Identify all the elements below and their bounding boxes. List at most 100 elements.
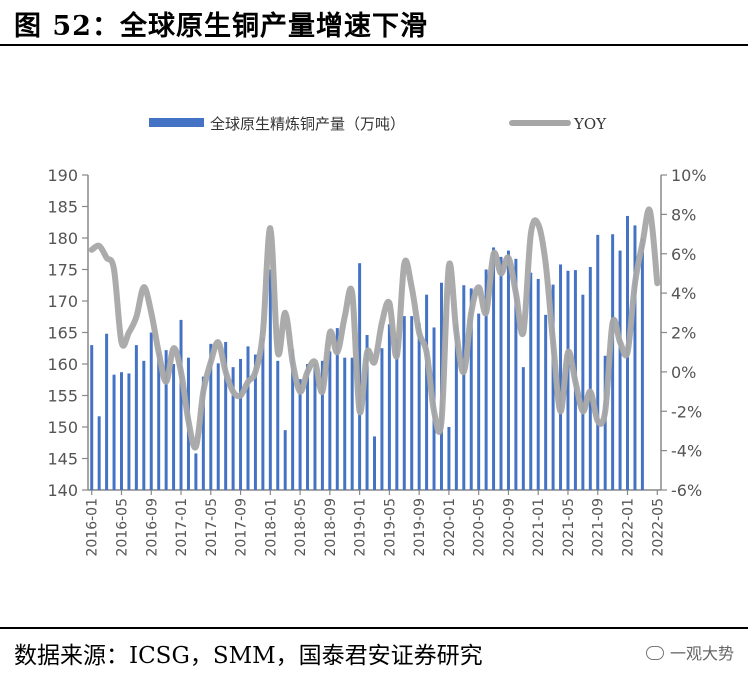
bar [283, 430, 287, 490]
bar [529, 272, 533, 490]
bar [246, 346, 250, 490]
bar [521, 367, 525, 490]
x-tick-label: 2022-05 [650, 498, 666, 557]
bar [90, 345, 94, 490]
x-tick-label: 2022-01 [621, 498, 637, 557]
bar [484, 269, 488, 490]
x-tick-label: 2021-05 [561, 498, 577, 557]
y-right-tick-label: -4% [671, 442, 702, 461]
bar [506, 250, 510, 490]
bar [387, 324, 391, 490]
bar [425, 294, 429, 490]
bar [328, 351, 332, 490]
bar [551, 284, 555, 490]
bar [306, 364, 310, 490]
bar [581, 294, 585, 490]
bar [164, 350, 168, 490]
y-left-tick-label: 180 [47, 229, 78, 248]
bar [179, 319, 183, 490]
watermark-text: 一观大势 [669, 644, 734, 663]
bar [291, 349, 295, 490]
bar [261, 337, 265, 490]
bar [395, 338, 399, 490]
bar [209, 343, 213, 490]
y-left-tick-label: 175 [47, 261, 78, 280]
bar [239, 358, 243, 490]
x-tick-label: 2016-01 [85, 498, 101, 557]
y-left-tick-label: 150 [47, 418, 78, 437]
bar [142, 360, 146, 490]
x-tick-label: 2020-09 [501, 498, 517, 557]
bar [566, 270, 570, 490]
wechat-icon [645, 646, 664, 660]
bar [640, 238, 644, 490]
figure-title: 图 52：全球原生铜产量增速下滑 [14, 11, 428, 42]
x-tick-label: 2017-09 [234, 498, 250, 557]
bar [149, 332, 153, 490]
line-series [88, 206, 661, 451]
bar [477, 313, 481, 490]
bar [454, 324, 458, 490]
y-left-tick-label: 165 [47, 324, 78, 343]
bar [157, 352, 161, 490]
bar [365, 335, 369, 490]
y-left-tick-label: 145 [47, 450, 78, 469]
y-right-tick-label: 6% [671, 245, 696, 264]
x-tick-label: 2016-09 [144, 498, 160, 557]
y-left-tick-label: 185 [47, 198, 78, 217]
source-note: 数据来源：ICSG，SMM，国泰君安证券研究 [14, 643, 483, 669]
x-tick-label: 2020-01 [442, 498, 458, 557]
bottom-rule [0, 627, 748, 629]
y-left-tick-label: 190 [47, 166, 78, 185]
bar [380, 348, 384, 490]
legend-line-label: YOY [573, 115, 607, 133]
bar [544, 314, 548, 490]
bar [105, 333, 109, 490]
yoy-line [88, 206, 661, 451]
bar [313, 364, 317, 490]
bar [492, 247, 496, 490]
x-tick-label: 2019-09 [412, 498, 428, 557]
x-tick-label: 2017-05 [204, 498, 220, 557]
y-left-tick-label: 160 [47, 355, 78, 374]
top-rule [0, 44, 748, 46]
x-tick-label: 2021-09 [591, 498, 607, 557]
bar [588, 266, 592, 490]
bar [320, 360, 324, 490]
bar [343, 357, 347, 490]
bar [172, 364, 176, 490]
bar [410, 316, 414, 490]
bar [402, 316, 406, 490]
bar [112, 374, 116, 490]
legend-bar-swatch [149, 118, 204, 127]
x-tick-labels: 2016-01 2016-05 2016-09 2017-01 2017-05 2017-… [85, 498, 667, 557]
bar-series [90, 215, 644, 490]
y-left-tick-label: 155 [47, 387, 78, 406]
y-left-tick-label: 140 [47, 481, 78, 500]
bar [134, 345, 138, 490]
bar [335, 328, 339, 490]
legend-bar-label: 全球原生精炼铜产量（万吨） [210, 115, 405, 133]
y-right-tick-label: 10% [671, 166, 707, 185]
chart-legend: 全球原生精炼铜产量（万吨） YOY [149, 115, 607, 133]
x-tick-label: 2019-05 [382, 498, 398, 557]
bar [97, 416, 101, 490]
bar [201, 376, 205, 490]
bar [373, 436, 376, 490]
bar [120, 372, 123, 490]
bar [462, 285, 466, 490]
bar [276, 360, 280, 490]
y-left-tick-label: 170 [47, 292, 78, 311]
bar [611, 234, 615, 490]
y-right-tick-label: 4% [671, 284, 696, 303]
x-tick-label: 2016-05 [115, 498, 131, 557]
bar [253, 354, 257, 490]
bar [350, 357, 354, 490]
bar [514, 258, 518, 490]
x-tick-label: 2018-01 [263, 498, 279, 557]
x-tick-label: 2021-01 [531, 498, 547, 557]
watermark: 一观大势 [645, 640, 734, 664]
x-tick-label: 2019-01 [353, 498, 369, 557]
bar [298, 379, 302, 490]
bar [417, 323, 421, 490]
